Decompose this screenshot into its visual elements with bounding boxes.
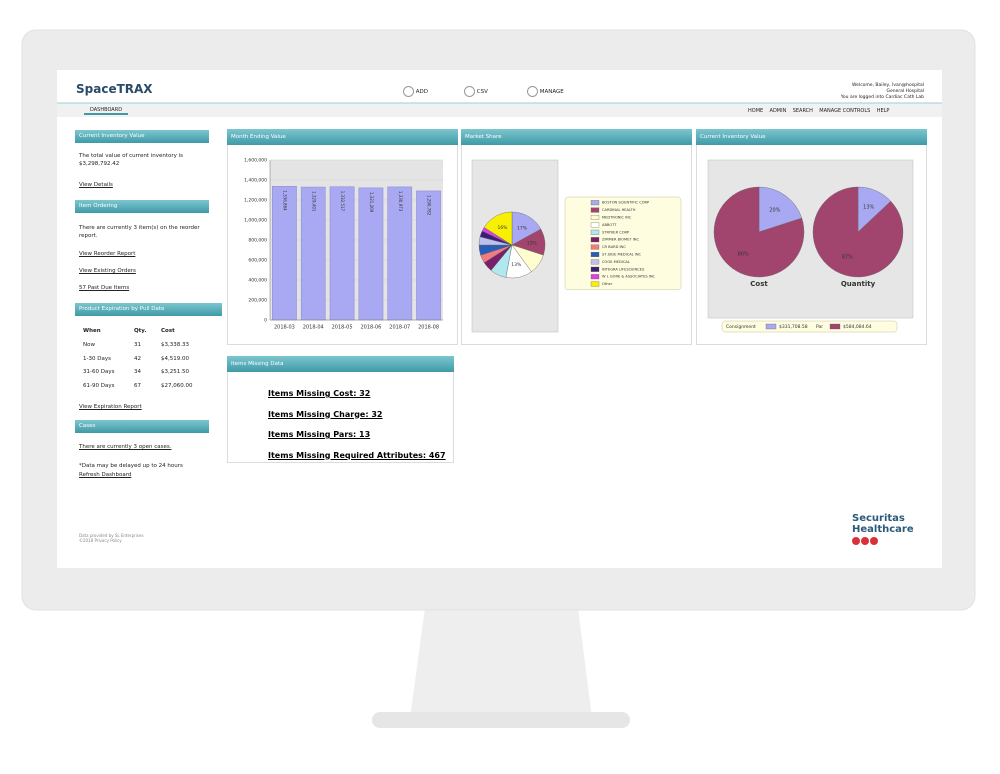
nav-link[interactable]: ADMIN — [769, 108, 787, 114]
missing-link[interactable]: Items Missing Required Attributes: 467 — [268, 450, 446, 460]
monitor-neck — [410, 608, 592, 718]
manage-button[interactable]: MANAGE — [527, 86, 571, 97]
table-cell: $4,519.00 — [161, 355, 189, 362]
button-label: ADD — [415, 89, 428, 95]
csv-button[interactable]: CSV — [464, 86, 498, 97]
table-header: Qty. — [134, 328, 147, 334]
panel-header: Current Inventory Value — [75, 130, 209, 143]
brand-line: Healthcare — [852, 524, 914, 535]
missing-list: Items Missing Cost: 32 Items Missing Cha… — [268, 384, 446, 466]
nav-bar — [57, 103, 942, 117]
footer-line: Data provided by SL Enterprises — [79, 533, 144, 538]
nav-link[interactable]: SEARCH — [792, 108, 813, 114]
table-cell: 67 — [134, 382, 141, 389]
table-cell: 1-30 Days — [83, 355, 111, 362]
table-cell: $3,338.33 — [161, 342, 189, 348]
nav-links: HOME ADMIN SEARCH MANAGE CONTROLS HELP — [748, 108, 889, 114]
brand-dots — [852, 537, 914, 548]
panel-header: Current Inventory Value — [696, 129, 927, 145]
panel-header: Month Ending Value — [227, 129, 458, 145]
footer-line: ©2018 Privacy Policy — [79, 538, 122, 543]
footer-text: Data provided by SL Enterprises ©2018 Pr… — [79, 533, 144, 543]
missing-link[interactable]: Items Missing Cost: 32 — [268, 389, 371, 398]
link[interactable]: View Expiration Report — [79, 404, 142, 410]
table-cell: 31-60 Days — [83, 369, 115, 375]
table-cell: 34 — [134, 369, 141, 375]
welcome-line: You are logged into Cardiac Cath Lab — [840, 95, 924, 100]
add-button[interactable]: ADD — [403, 86, 437, 97]
nav-link[interactable]: MANAGE CONTROLS — [819, 108, 871, 114]
table-cell: Now — [83, 342, 95, 348]
nav-link[interactable]: HELP — [876, 108, 890, 114]
missing-link[interactable]: Items Missing Charge: 32 — [268, 409, 383, 419]
panel-text: There are currently 3 item(s) on the reo… — [79, 225, 200, 239]
nav-link[interactable]: HOME — [748, 108, 764, 114]
button-label: MANAGE — [539, 89, 564, 95]
panel-header: Item Ordering — [75, 200, 209, 213]
panel-header: Cases — [75, 420, 209, 433]
link[interactable]: View Reorder Report — [79, 251, 136, 257]
panel-header: Product Expiration by Pull Date — [75, 303, 222, 316]
table-header: Cost — [161, 328, 175, 334]
panel-text: The total value of current inventory is … — [79, 153, 184, 167]
panel-header: Items Missing Data — [227, 356, 454, 372]
monitor-base — [372, 712, 630, 728]
table-cell: 31 — [134, 342, 141, 348]
table-cell: 61-90 Days — [83, 382, 115, 389]
welcome-line: Welcome, Bailey, Ivan@hospital — [851, 83, 924, 88]
brand-line: Securitas — [852, 513, 905, 524]
button-label: CSV — [476, 89, 488, 95]
panel — [461, 129, 692, 345]
link[interactable]: View Existing Orders — [79, 268, 136, 274]
logo[interactable]: SpaceTRAX — [76, 82, 153, 96]
panel — [227, 129, 458, 345]
brand: Securitas Healthcare — [852, 513, 914, 548]
link[interactable]: View Details — [79, 182, 113, 188]
panel-header: Market Share — [461, 129, 692, 145]
table-cell: $27,060.00 — [161, 382, 193, 389]
table-cell: $3,251.50 — [161, 369, 189, 375]
table-cell: 42 — [134, 355, 141, 362]
link[interactable]: 57 Past Due Items — [79, 285, 130, 291]
nav-tab[interactable]: DASHBOARD — [84, 107, 129, 115]
table-header: When — [83, 328, 101, 334]
panel — [696, 129, 927, 345]
welcome: Welcome, Bailey, Ivan@hospital General H… — [841, 83, 924, 101]
link[interactable]: Refresh Dashboard — [79, 472, 132, 478]
welcome-line: General Hospital — [886, 89, 924, 94]
missing-link[interactable]: Items Missing Pars: 13 — [268, 430, 371, 439]
note: *Data may be delayed up to 24 hours — [79, 463, 183, 469]
link[interactable]: There are currently 3 open cases. — [79, 444, 172, 450]
